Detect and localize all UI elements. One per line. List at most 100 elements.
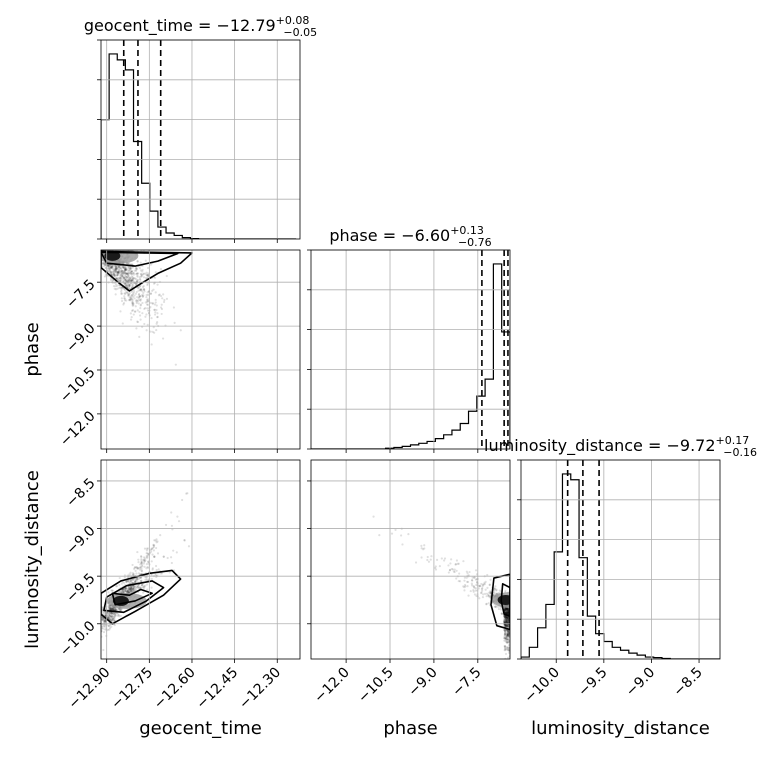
scatter-point — [505, 615, 508, 619]
scatter-point — [480, 592, 483, 595]
scatter-point — [123, 274, 127, 277]
scatter-point — [505, 621, 508, 624]
scatter-point — [504, 652, 508, 656]
scatter-point — [142, 276, 146, 279]
scatter-point — [120, 269, 124, 272]
scatter-point — [505, 616, 508, 619]
scatter-point — [120, 269, 123, 273]
scatter-point — [121, 271, 124, 275]
scatter-point — [129, 267, 132, 271]
scatter-point — [141, 584, 144, 587]
scatter-point — [110, 612, 114, 615]
scatter-point — [472, 585, 476, 589]
scatter-point — [104, 612, 107, 615]
scatter-point — [154, 271, 157, 274]
contour-level-1 — [490, 573, 510, 631]
scatter-point — [503, 636, 506, 640]
scatter-point — [127, 265, 130, 268]
x-tick-label: −7.5 — [449, 665, 484, 700]
scatter-point — [113, 613, 116, 616]
scatter-point — [183, 538, 186, 542]
scatter-point — [128, 587, 131, 590]
scatter-point — [135, 272, 138, 276]
scatter-point — [140, 274, 143, 278]
scatter-point — [118, 264, 121, 268]
scatter-point — [128, 279, 131, 282]
scatter-point — [160, 572, 163, 575]
scatter-point — [507, 632, 510, 636]
scatter-point — [507, 616, 510, 620]
y-axis-label-phase: phase — [22, 322, 43, 376]
scatter-point — [503, 620, 506, 623]
scatter-point — [137, 297, 140, 300]
scatter-point — [143, 585, 146, 588]
scatter-point — [108, 270, 111, 273]
scatter-point — [132, 578, 135, 581]
scatter-point — [506, 616, 509, 619]
scatter-point — [138, 277, 142, 280]
scatter-point — [506, 620, 509, 624]
scatter-point — [109, 618, 112, 622]
scatter-point — [133, 585, 136, 588]
scatter-point — [141, 586, 145, 589]
scatter-point — [112, 612, 115, 615]
scatter-point — [146, 303, 150, 306]
scatter-point — [122, 287, 125, 290]
scatter-point — [422, 548, 425, 551]
scatter-point — [504, 608, 507, 612]
scatter-point — [130, 309, 134, 312]
scatter-point — [505, 624, 508, 627]
scatter-point — [452, 570, 455, 573]
scatter-point — [139, 304, 142, 307]
scatter-point — [133, 581, 136, 584]
scatter-point — [125, 268, 128, 271]
scatter-point — [131, 302, 134, 305]
scatter-point — [485, 602, 488, 605]
scatter-point — [115, 264, 118, 267]
scatter-point — [139, 307, 142, 310]
scatter-point — [505, 637, 508, 640]
scatter-point — [127, 279, 130, 282]
x-tick-label: −12.30 — [236, 665, 284, 713]
scatter-point — [506, 612, 509, 615]
scatter-point — [111, 266, 114, 269]
scatter-point — [462, 585, 465, 588]
scatter-point — [142, 558, 146, 562]
scatter-point — [104, 264, 107, 267]
scatter-point — [127, 269, 130, 273]
scatter-point — [500, 612, 503, 615]
scatter-point — [115, 270, 118, 273]
scatter-point — [504, 620, 507, 623]
scatter-point — [488, 583, 491, 586]
scatter-point — [145, 549, 149, 552]
y-tick-label: −7.5 — [63, 277, 98, 312]
scatter-point — [131, 302, 134, 305]
title-main: geocent_time = −12.79 — [84, 16, 276, 36]
scatter-point — [464, 585, 467, 588]
scatter-point — [504, 624, 508, 627]
y-tick-label: −9.0 — [63, 523, 98, 558]
scatter-point — [111, 606, 115, 610]
scatter-point — [137, 561, 140, 564]
scatter-point — [119, 270, 122, 273]
scatter-point — [179, 329, 182, 332]
scatter-point — [121, 589, 125, 593]
contour-level-1 — [101, 250, 193, 292]
scatter-point — [504, 615, 508, 618]
scatter-point — [487, 593, 490, 597]
scatter-point — [109, 607, 113, 610]
x-tick-label: −12.60 — [151, 665, 199, 713]
scatter-point — [106, 266, 110, 270]
scatter-point — [120, 276, 123, 279]
scatter-point — [104, 263, 107, 266]
scatter-point — [132, 271, 135, 275]
scatter-point — [162, 293, 165, 296]
scatter-point — [169, 556, 173, 559]
scatter-point — [503, 644, 506, 648]
scatter-point — [111, 613, 114, 616]
scatter-point — [142, 285, 145, 288]
scatter-point — [139, 261, 142, 264]
scatter-point — [448, 568, 452, 572]
scatter-point — [134, 588, 137, 591]
scatter-point — [503, 619, 506, 623]
